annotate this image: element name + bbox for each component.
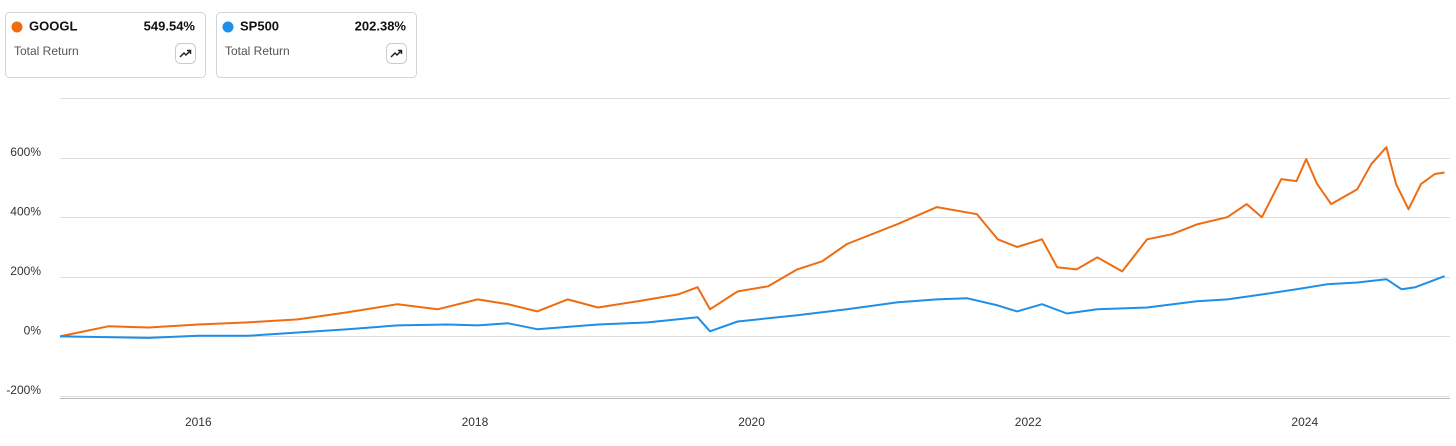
trend-icon [179, 49, 192, 58]
y-tick-label: 0% [24, 324, 42, 338]
legend-name: SP500 [240, 18, 279, 33]
total-return: 549.54% [144, 18, 196, 33]
legend-name: GOOGL [29, 18, 77, 33]
legend-dot [11, 21, 23, 33]
chart-type-button[interactable] [386, 43, 407, 64]
x-tick-label: 2022 [1015, 415, 1042, 429]
y-tick-label: -200% [6, 383, 41, 397]
chart-type-button[interactable] [175, 43, 196, 64]
plot-lines [59, 146, 1445, 339]
x-tick-label: 2020 [738, 415, 765, 429]
y-tick-label: 200% [10, 264, 41, 278]
legend-card[interactable]: GOOGL 549.54% Total Return [5, 12, 206, 78]
x-tick-label: 2016 [185, 415, 212, 429]
grid: 600% 400% 200% 0% -200% 2016 2018 2020 2022 2024 [6, 145, 1450, 429]
trend-icon [390, 49, 403, 58]
y-tick-label: 600% [10, 145, 41, 159]
legend-subtitle: Total Return [14, 44, 79, 58]
y-tick-label: 400% [10, 204, 41, 218]
legend-subtitle: Total Return [225, 44, 290, 58]
legend-dot [222, 21, 234, 33]
total-return: 202.38% [355, 18, 407, 33]
x-tick-label: 2018 [462, 415, 489, 429]
series-line [59, 146, 1445, 338]
legend-card[interactable]: SP500 202.38% Total Return [216, 12, 417, 78]
card-box [5, 12, 206, 78]
x-tick-label: 2024 [1291, 415, 1318, 429]
series-line [59, 275, 1445, 339]
card-box [216, 12, 417, 78]
legend: GOOGL 549.54% Total Return SP500 202.38% Tota… [5, 12, 417, 78]
